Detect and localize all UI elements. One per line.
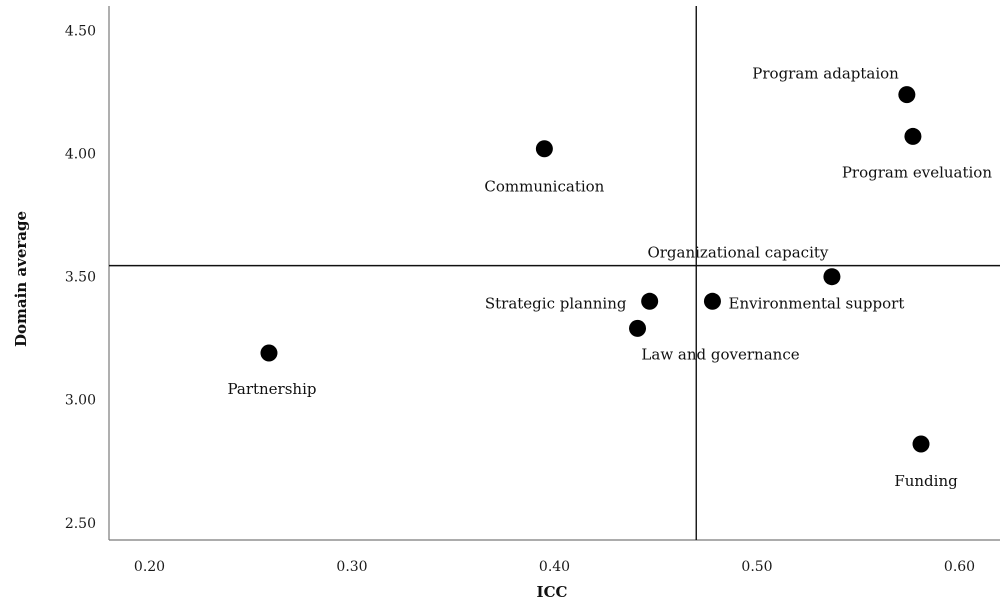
x-axis-title: ICC — [537, 583, 568, 601]
point-label: Funding — [894, 472, 958, 490]
y-tick-label: 3.00 — [65, 393, 96, 409]
point-label: Environmental support — [729, 294, 905, 312]
x-tick-label: 0.20 — [134, 559, 165, 575]
y-tick-label: 4.50 — [65, 24, 96, 40]
y-tick-label: 3.50 — [65, 270, 96, 286]
tick-labels: 0.20 0.30 0.40 0.50 0.60 2.50 3.00 3.50 4.00 4.50 — [65, 24, 975, 575]
x-tick-label: 0.30 — [336, 559, 367, 575]
x-tick-label: 0.40 — [539, 559, 570, 575]
x-tick-label: 0.50 — [741, 559, 772, 575]
point-label: Partnership — [227, 380, 316, 398]
data-points — [260, 86, 930, 453]
y-tick-label: 4.00 — [65, 147, 96, 163]
x-tick-label: 0.60 — [944, 559, 975, 575]
data-point — [260, 344, 278, 362]
point-label: Law and governance — [641, 345, 799, 363]
data-point — [823, 268, 841, 286]
data-point — [629, 319, 647, 337]
data-point — [641, 292, 659, 310]
y-axis-title: Domain average — [12, 211, 30, 347]
data-point — [912, 435, 930, 453]
axes — [108, 6, 1000, 541]
reference-lines — [109, 6, 1000, 540]
point-label: Program eveluation — [842, 163, 992, 181]
point-label: Organizational capacity — [647, 244, 828, 262]
point-labels: Program adaptaion Program eveluation Commu… — [227, 65, 992, 490]
data-point — [703, 292, 721, 310]
data-point — [535, 140, 553, 158]
y-tick-label: 2.50 — [65, 516, 96, 532]
data-point — [904, 127, 922, 145]
point-label: Communication — [484, 178, 604, 196]
point-label: Strategic planning — [485, 294, 627, 312]
data-point — [898, 86, 916, 104]
point-label: Program adaptaion — [752, 65, 899, 83]
